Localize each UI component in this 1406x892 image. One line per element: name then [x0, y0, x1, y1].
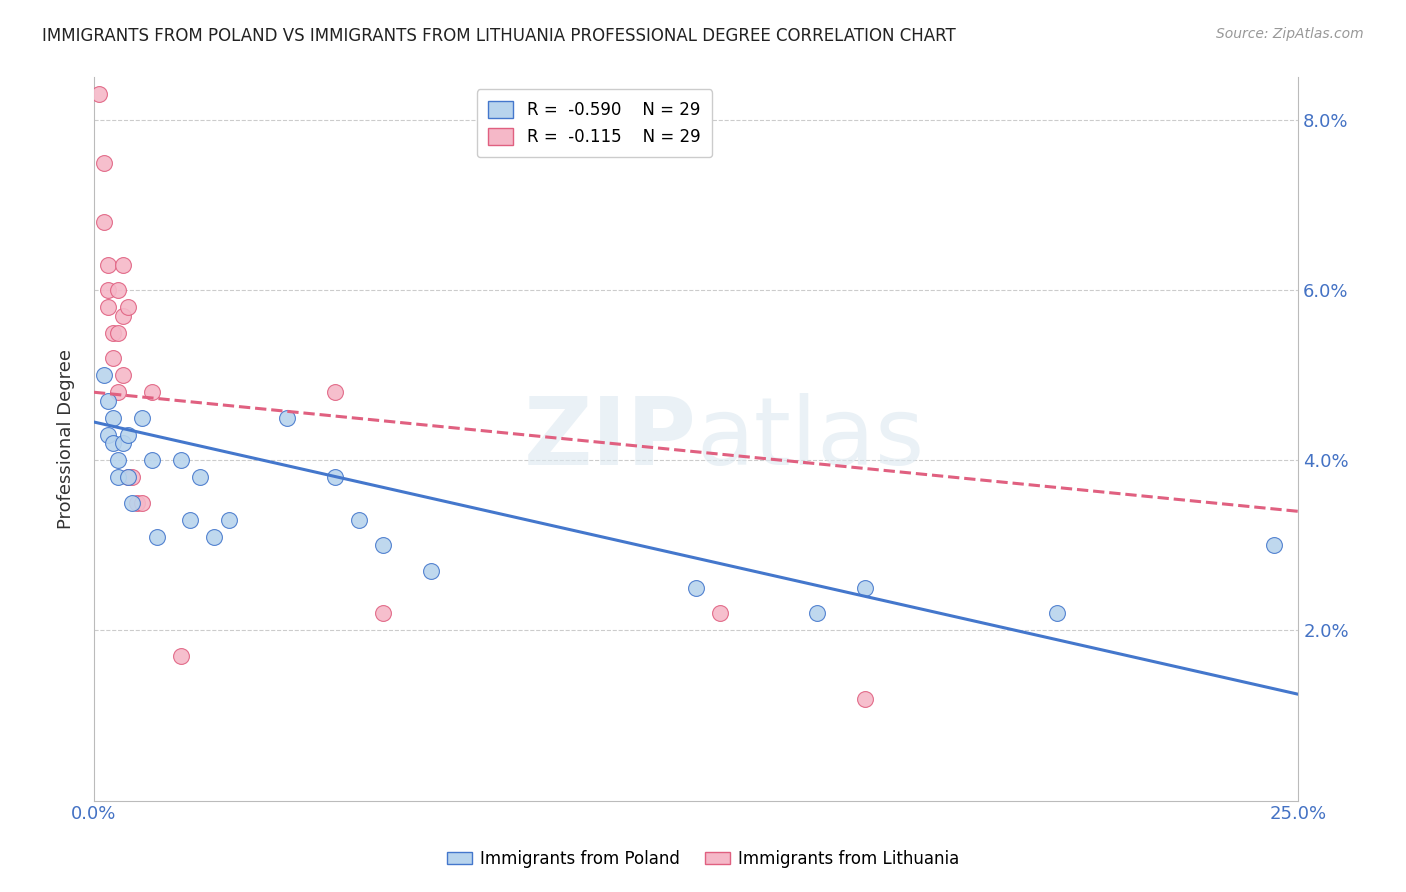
- Point: [97, 427, 120, 442]
- Point: [97, 283, 120, 297]
- Point: [121, 496, 143, 510]
- Point: [179, 513, 201, 527]
- Legend: Immigrants from Poland, Immigrants from Lithuania: Immigrants from Poland, Immigrants from …: [440, 844, 966, 875]
- Point: [169, 648, 191, 663]
- Point: [218, 513, 240, 527]
- Point: [420, 564, 443, 578]
- Point: [107, 326, 129, 340]
- Point: [323, 470, 346, 484]
- Point: [371, 607, 394, 621]
- Point: [87, 87, 110, 102]
- Point: [111, 258, 134, 272]
- Point: [188, 470, 211, 484]
- Point: [117, 470, 139, 484]
- Point: [685, 581, 707, 595]
- Point: [323, 385, 346, 400]
- Point: [121, 470, 143, 484]
- Text: ZIP: ZIP: [523, 393, 696, 485]
- Point: [806, 607, 828, 621]
- Point: [202, 530, 225, 544]
- Point: [276, 410, 298, 425]
- Point: [93, 215, 115, 229]
- Point: [117, 470, 139, 484]
- Point: [145, 530, 167, 544]
- Point: [103, 351, 125, 366]
- Legend: R =  -0.590    N = 29, R =  -0.115    N = 29: R = -0.590 N = 29, R = -0.115 N = 29: [477, 89, 711, 157]
- Text: atlas: atlas: [696, 393, 924, 485]
- Point: [93, 368, 115, 383]
- Point: [107, 283, 129, 297]
- Point: [103, 326, 125, 340]
- Point: [169, 453, 191, 467]
- Point: [103, 410, 125, 425]
- Point: [97, 258, 120, 272]
- Point: [141, 453, 163, 467]
- Point: [1263, 538, 1285, 552]
- Point: [97, 393, 120, 408]
- Point: [347, 513, 370, 527]
- Point: [97, 300, 120, 314]
- Point: [111, 368, 134, 383]
- Point: [709, 607, 731, 621]
- Point: [853, 691, 876, 706]
- Point: [93, 155, 115, 169]
- Point: [107, 385, 129, 400]
- Point: [1046, 607, 1069, 621]
- Point: [117, 427, 139, 442]
- Point: [853, 581, 876, 595]
- Text: Source: ZipAtlas.com: Source: ZipAtlas.com: [1216, 27, 1364, 41]
- Point: [371, 538, 394, 552]
- Point: [107, 453, 129, 467]
- Point: [131, 496, 153, 510]
- Point: [117, 300, 139, 314]
- Point: [111, 309, 134, 323]
- Point: [141, 385, 163, 400]
- Point: [111, 436, 134, 450]
- Text: IMMIGRANTS FROM POLAND VS IMMIGRANTS FROM LITHUANIA PROFESSIONAL DEGREE CORRELAT: IMMIGRANTS FROM POLAND VS IMMIGRANTS FRO…: [42, 27, 956, 45]
- Point: [131, 410, 153, 425]
- Point: [107, 470, 129, 484]
- Y-axis label: Professional Degree: Professional Degree: [58, 349, 75, 529]
- Point: [103, 436, 125, 450]
- Point: [127, 496, 149, 510]
